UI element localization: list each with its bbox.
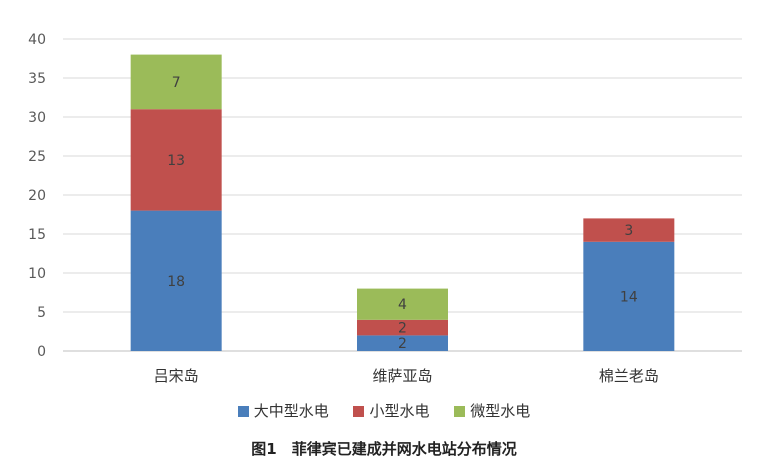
legend-swatch: [353, 406, 365, 417]
data-label: 2: [398, 336, 407, 352]
x-tick-label: 棉兰老岛: [599, 367, 659, 385]
legend-label: 微型水电: [470, 402, 531, 420]
data-label: 7: [172, 75, 181, 91]
x-tick-label: 维萨亚岛: [372, 367, 432, 385]
data-label: 2: [398, 321, 407, 337]
y-tick-label: 40: [28, 32, 46, 48]
y-tick-label: 20: [28, 188, 46, 204]
y-tick-label: 25: [28, 149, 46, 165]
legend-swatch: [237, 406, 249, 417]
bar-segment: [130, 109, 222, 211]
figure-caption: 图1 菲律宾已建成并网水电站分布情况: [251, 440, 517, 458]
x-tick-label: 吕宋岛: [154, 367, 199, 385]
legend: 大中型水电 小型水电 微型水电: [0, 400, 768, 421]
data-label: 18: [167, 274, 185, 290]
y-tick-label: 30: [28, 110, 46, 126]
legend-item-large-medium-hydro: 大中型水电: [237, 400, 329, 421]
y-tick-label: 10: [28, 266, 46, 282]
y-tick-label: 0: [37, 344, 46, 360]
bar-segment: [357, 335, 448, 351]
bar-segment: [130, 54, 222, 110]
data-label: 4: [398, 297, 407, 313]
y-tick-label: 5: [37, 305, 46, 321]
y-tick-label: 35: [28, 71, 46, 87]
legend-label: 大中型水电: [253, 402, 329, 420]
bar-segment: [130, 210, 222, 351]
bar-segment: [357, 288, 448, 320]
bar-segment: [583, 241, 675, 351]
legend-item-small-hydro: 小型水电: [353, 400, 430, 421]
data-label: 13: [167, 153, 185, 169]
bar-segment: [357, 319, 448, 336]
legend-item-micro-hydro: 微型水电: [454, 400, 530, 421]
y-tick-label: 15: [28, 227, 46, 243]
legend-label: 小型水电: [369, 402, 430, 420]
bar-segment: [583, 218, 675, 242]
data-label: 14: [620, 289, 638, 305]
legend-swatch: [454, 406, 466, 417]
data-label: 3: [624, 223, 633, 239]
